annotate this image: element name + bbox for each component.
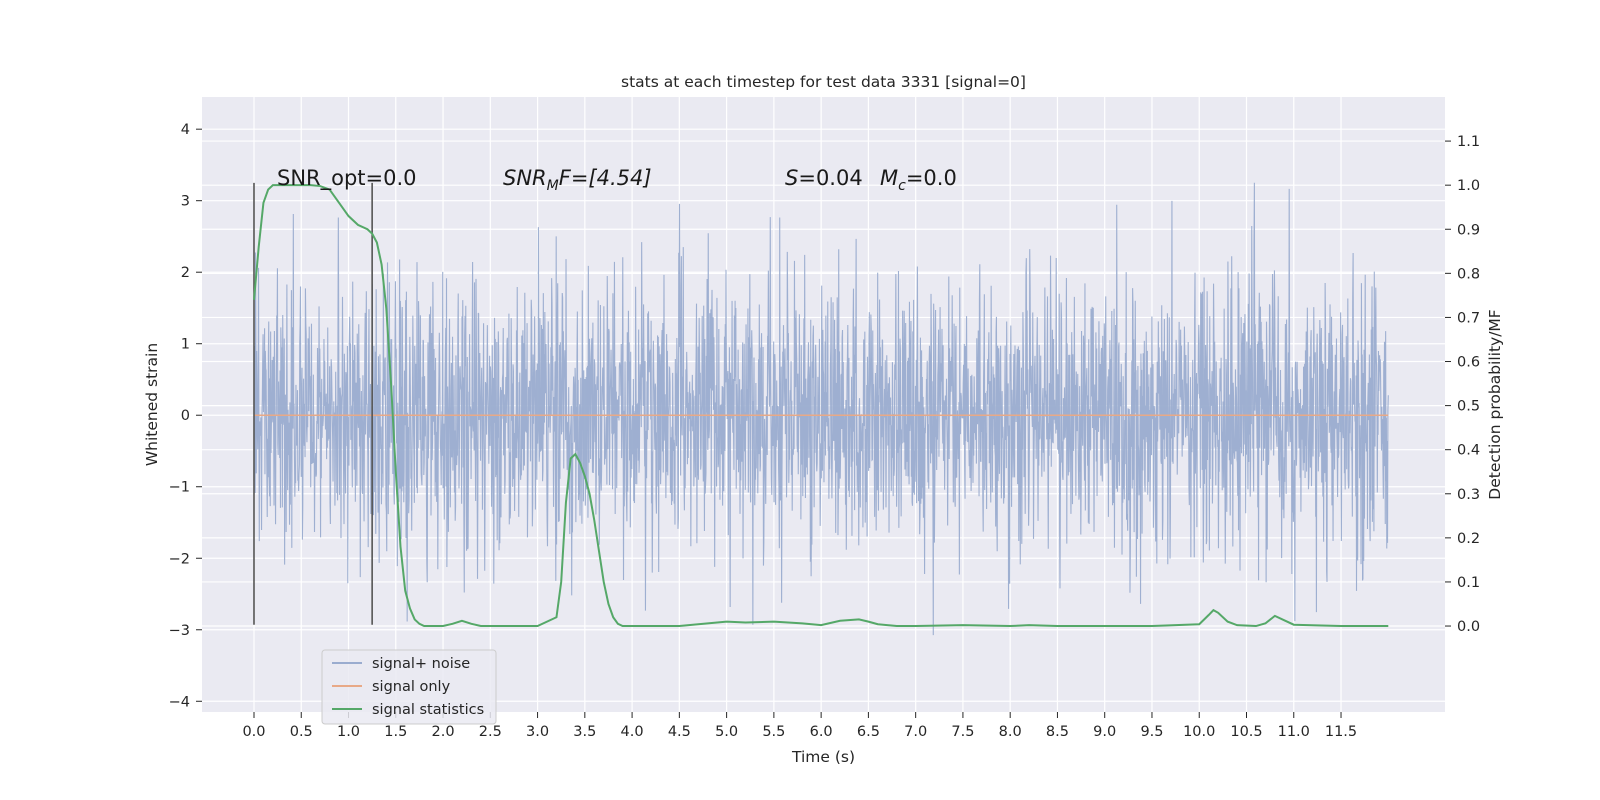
noise-trace: [253, 182, 1389, 636]
x-tick-label: 7.5: [951, 724, 974, 740]
y-tick-label: 1: [181, 337, 190, 353]
x-tick-label: 0.5: [290, 724, 313, 740]
x-tick-label: 1.0: [337, 724, 360, 740]
annotation-mc-symbol: M: [880, 166, 898, 190]
x-axis-label: Time (s): [791, 748, 855, 766]
series-signal-statistics: [252, 184, 1389, 628]
y-tick-label: −4: [169, 694, 190, 710]
y-tick-label: −3: [169, 623, 190, 639]
annotation-s-value: =0.04: [798, 166, 862, 190]
y2-tick-label: 0.8: [1457, 266, 1480, 282]
stats-line: [252, 184, 1389, 628]
legend-box: [321, 649, 497, 725]
x-tick-label: 3.5: [573, 724, 596, 740]
y2-tick-label: 1.0: [1457, 178, 1480, 194]
x-tick-label: 1.5: [384, 724, 407, 740]
y2-tick-label: 0.9: [1457, 222, 1480, 238]
x-tick-label: 0.0: [242, 724, 265, 740]
x-tick-label: 8.5: [1046, 724, 1069, 740]
x-tick-label: 10.5: [1230, 724, 1262, 740]
x-tick-label: 6.0: [810, 724, 833, 740]
y-tick-label: 4: [181, 122, 190, 138]
y2-tick-label: 1.1: [1457, 134, 1480, 150]
x-tick-label: 2.0: [432, 724, 455, 740]
y2-tick-label: 0.5: [1457, 399, 1480, 415]
y-axis-label: Whitened strain: [143, 343, 161, 466]
annotation-snr-mf-symbol: SNR: [503, 166, 547, 190]
legend-entry-noise: signal+ noise: [372, 656, 470, 672]
legend-entry-signal: signal only: [372, 679, 451, 695]
annotation-snr-mf: SNRMF=[4.54]: [503, 166, 652, 194]
legend: signal+ noise signal only signal statist…: [321, 649, 497, 725]
annotation-snr-opt: SNR_opt=0.0: [277, 166, 417, 191]
y-tick-label: 3: [181, 194, 190, 210]
y2-tick-label: 0.1: [1457, 575, 1480, 591]
annotation-snr-mf-sub: M: [547, 178, 559, 194]
vertical-markers: [253, 182, 373, 625]
x-tick-label: 6.5: [857, 724, 880, 740]
x-tick-label: 10.0: [1183, 724, 1215, 740]
y2-tick-label: 0.6: [1457, 355, 1480, 371]
annotation-mc-value: =0.0: [906, 166, 957, 190]
annotation-s: S=0.04: [785, 166, 863, 190]
y2-tick-label: 0.4: [1457, 443, 1480, 459]
y2-axis-label: Detection probability/MF: [1486, 309, 1504, 500]
y2-tick-label: 0.3: [1457, 487, 1480, 503]
annotation-mc-sub: c: [898, 178, 906, 194]
annotation-mc: Mc=0.0: [880, 166, 957, 194]
chart-title: stats at each timestep for test data 333…: [621, 73, 1026, 91]
x-tick-label: 4.0: [621, 724, 644, 740]
x-tick-label: 7.0: [904, 724, 927, 740]
axes: 0.0 0.5 1.0 1.5 2.0 2.5 3.0 3.5 4.0 4.5 5.0 5.5 6.0 6…: [169, 122, 1480, 740]
x-tick-label: 11.5: [1325, 724, 1357, 740]
x-tick-label: 8.0: [999, 724, 1022, 740]
x-tick-label: 3.0: [526, 724, 549, 740]
y-tick-label: −2: [169, 551, 190, 567]
y-tick-label: 0: [181, 408, 190, 424]
x-tick-label: 9.0: [1093, 724, 1116, 740]
y2-tick-label: 0.2: [1457, 531, 1480, 547]
series-signal-noise: [253, 182, 1389, 636]
legend-entry-stats: signal statistics: [372, 702, 484, 718]
x-tick-label: 11.0: [1278, 724, 1310, 740]
y-tick-label: 2: [181, 265, 190, 281]
x-tick-label: 9.5: [1140, 724, 1163, 740]
x-tick-label: 5.0: [715, 724, 738, 740]
x-tick-label: 4.5: [668, 724, 691, 740]
annotation-s-symbol: S: [785, 166, 798, 190]
y-tick-label: −1: [169, 480, 190, 496]
annotation-snr-mf-value: F=[4.54]: [559, 166, 652, 190]
y2-tick-label: 0.0: [1457, 619, 1480, 635]
x-tick-label: 2.5: [479, 724, 502, 740]
x-tick-label: 5.5: [762, 724, 785, 740]
y2-tick-label: 0.7: [1457, 310, 1480, 326]
